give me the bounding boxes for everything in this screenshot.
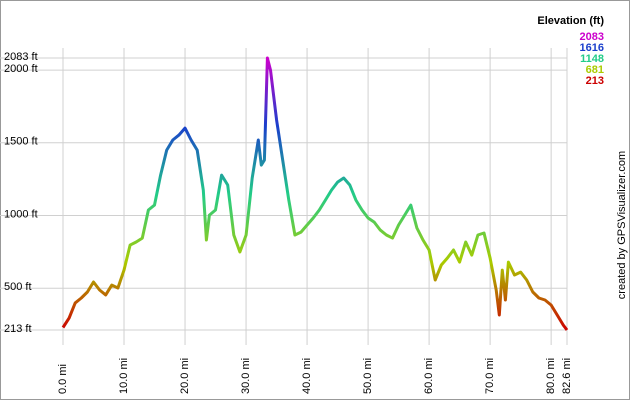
x-tick-label: 82.6 mi xyxy=(561,358,573,394)
x-tick-label: 70.0 mi xyxy=(484,358,496,394)
y-tick-label: 2083 ft xyxy=(4,51,38,63)
y-tick-label: 1000 ft xyxy=(4,208,38,220)
x-tick-label: 20.0 mi xyxy=(179,358,191,394)
y-tick-label: 1500 ft xyxy=(4,136,38,148)
watermark: created by GPSVisualizer.com xyxy=(616,151,628,299)
legend-entry: 2083 xyxy=(580,31,604,43)
legend-title: Elevation (ft) xyxy=(537,15,604,27)
x-tick-label: 50.0 mi xyxy=(362,358,374,394)
x-tick-label: 60.0 mi xyxy=(423,358,435,394)
elevation-line xyxy=(61,56,569,331)
x-tick-label: 40.0 mi xyxy=(301,358,313,394)
x-tick-label: 10.0 mi xyxy=(118,358,130,394)
legend-entry: 1616 xyxy=(580,42,604,54)
x-tick-label: 30.0 mi xyxy=(240,358,252,394)
x-tick-label: 0.0 mi xyxy=(57,364,69,394)
y-tick-label: 2000 ft xyxy=(4,63,38,75)
y-tick-label: 500 ft xyxy=(4,281,32,293)
x-tick-label: 80.0 mi xyxy=(545,358,557,394)
legend-entry: 213 xyxy=(586,75,604,87)
y-tick-label: 213 ft xyxy=(4,323,32,335)
legend-entry: 1148 xyxy=(580,53,604,65)
legend-entry: 681 xyxy=(586,64,604,76)
